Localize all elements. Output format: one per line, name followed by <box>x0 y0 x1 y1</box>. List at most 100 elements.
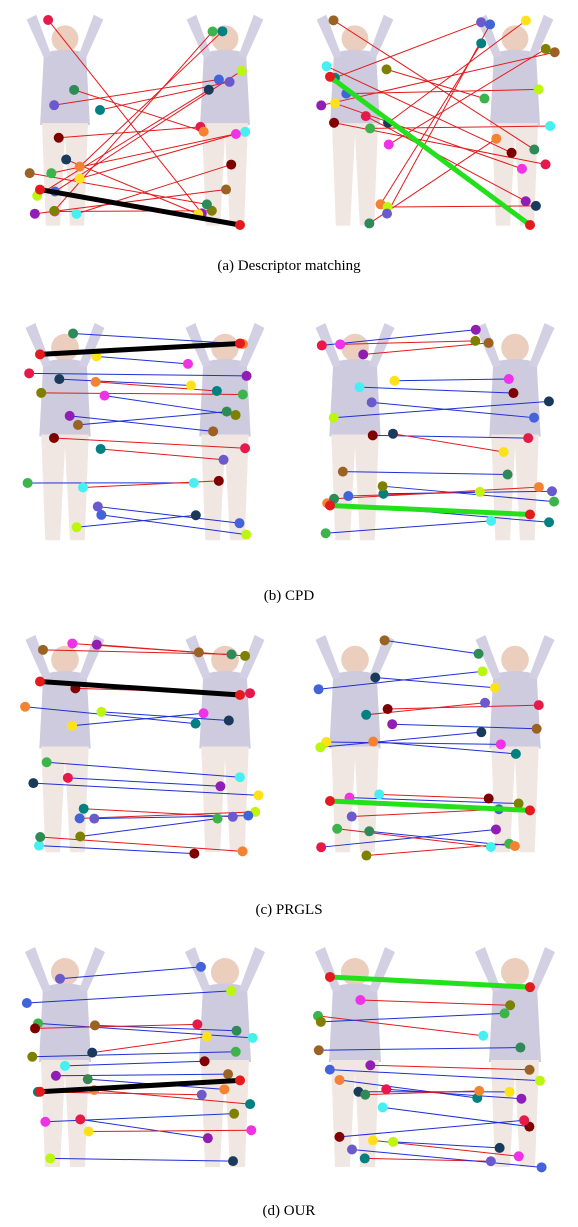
keypoint <box>245 1099 255 1109</box>
match-line <box>80 819 217 837</box>
keypoint <box>503 470 513 480</box>
keypoint <box>240 651 250 661</box>
person-cloud <box>317 15 394 226</box>
keypoint <box>314 684 324 694</box>
keypoint <box>370 672 380 682</box>
keypoint <box>550 47 560 57</box>
keypoint <box>516 1094 526 1104</box>
keypoint <box>226 160 236 170</box>
keypoint <box>69 85 79 95</box>
keypoint <box>238 846 248 856</box>
keypoint <box>335 339 345 349</box>
keypoint <box>226 986 236 996</box>
cloud-part <box>211 334 239 362</box>
match-line <box>375 677 495 687</box>
keypoint <box>368 1135 378 1145</box>
keypoint <box>381 1084 391 1094</box>
keypoint <box>544 517 554 527</box>
keypoint <box>67 638 77 648</box>
keypoint <box>367 397 377 407</box>
cloud-part <box>368 15 393 58</box>
keypoint <box>224 715 234 725</box>
keypoint <box>49 206 59 216</box>
keypoint <box>321 528 331 538</box>
keypoint <box>335 1075 345 1085</box>
keypoint <box>30 1023 40 1033</box>
keypoint <box>325 972 335 982</box>
keypoint <box>325 72 335 82</box>
panel-image <box>0 620 578 882</box>
keypoint <box>361 111 371 121</box>
keypoint <box>531 201 541 211</box>
cloud-part <box>79 323 105 367</box>
keypoint <box>35 185 45 195</box>
keypoint <box>89 814 99 824</box>
panel <box>0 932 578 1197</box>
match-line <box>74 90 204 132</box>
cloud-part <box>40 50 90 125</box>
match-line <box>72 713 203 725</box>
keypoint <box>231 129 241 139</box>
keypoint <box>484 794 494 804</box>
keypoint <box>197 1090 207 1100</box>
panel <box>0 308 578 570</box>
cloud-part <box>332 123 378 226</box>
keypoint <box>75 831 85 841</box>
keypoint <box>235 220 245 230</box>
keypoint <box>547 486 557 496</box>
keypoint <box>384 140 394 150</box>
keypoint <box>532 724 542 734</box>
match-line <box>387 69 485 98</box>
keypoint <box>75 813 85 823</box>
match-line <box>395 379 509 381</box>
panel <box>0 620 578 882</box>
keypoint <box>228 812 238 822</box>
keypoint <box>75 162 85 172</box>
keypoint <box>521 196 531 206</box>
panel-image <box>0 932 578 1197</box>
cloud-part <box>491 747 538 853</box>
keypoint <box>63 773 73 783</box>
cloud-part <box>26 635 52 679</box>
person-cloud <box>186 323 265 540</box>
keypoint <box>360 1153 370 1163</box>
keypoint <box>219 455 229 465</box>
cloud-part <box>489 984 541 1063</box>
keypoint <box>525 220 535 230</box>
keypoint <box>354 382 364 392</box>
keypoint <box>248 1033 258 1043</box>
keypoint <box>73 420 83 430</box>
cloud-part <box>201 747 248 853</box>
keypoint <box>232 1026 242 1036</box>
keypoint <box>51 1071 61 1081</box>
match-line <box>359 387 513 393</box>
keypoint <box>490 683 500 693</box>
keypoint <box>358 350 368 360</box>
keypoint <box>334 1132 344 1142</box>
cloud-part <box>239 947 265 992</box>
keypoint <box>474 649 484 659</box>
keypoint <box>60 1061 70 1071</box>
keypoint <box>325 796 335 806</box>
keypoint <box>314 1045 324 1055</box>
keypoint <box>317 340 327 350</box>
keypoint <box>35 1087 45 1097</box>
keypoint <box>34 841 44 851</box>
keypoint <box>93 502 103 512</box>
keypoint <box>388 429 398 439</box>
keypoint <box>541 44 551 54</box>
keypoint <box>202 1032 212 1042</box>
keypoint <box>49 433 59 443</box>
keypoint <box>544 396 554 406</box>
caption: (a) Descriptor matching <box>0 258 578 275</box>
keypoint <box>194 647 204 657</box>
keypoint <box>332 824 342 834</box>
cloud-part <box>26 323 52 367</box>
keypoint <box>365 123 375 133</box>
keypoint <box>360 1090 370 1100</box>
keypoint <box>68 328 78 338</box>
cloud-part <box>39 984 91 1063</box>
keypoint <box>486 842 496 852</box>
keypoint <box>43 15 53 25</box>
keypoint <box>243 811 253 821</box>
